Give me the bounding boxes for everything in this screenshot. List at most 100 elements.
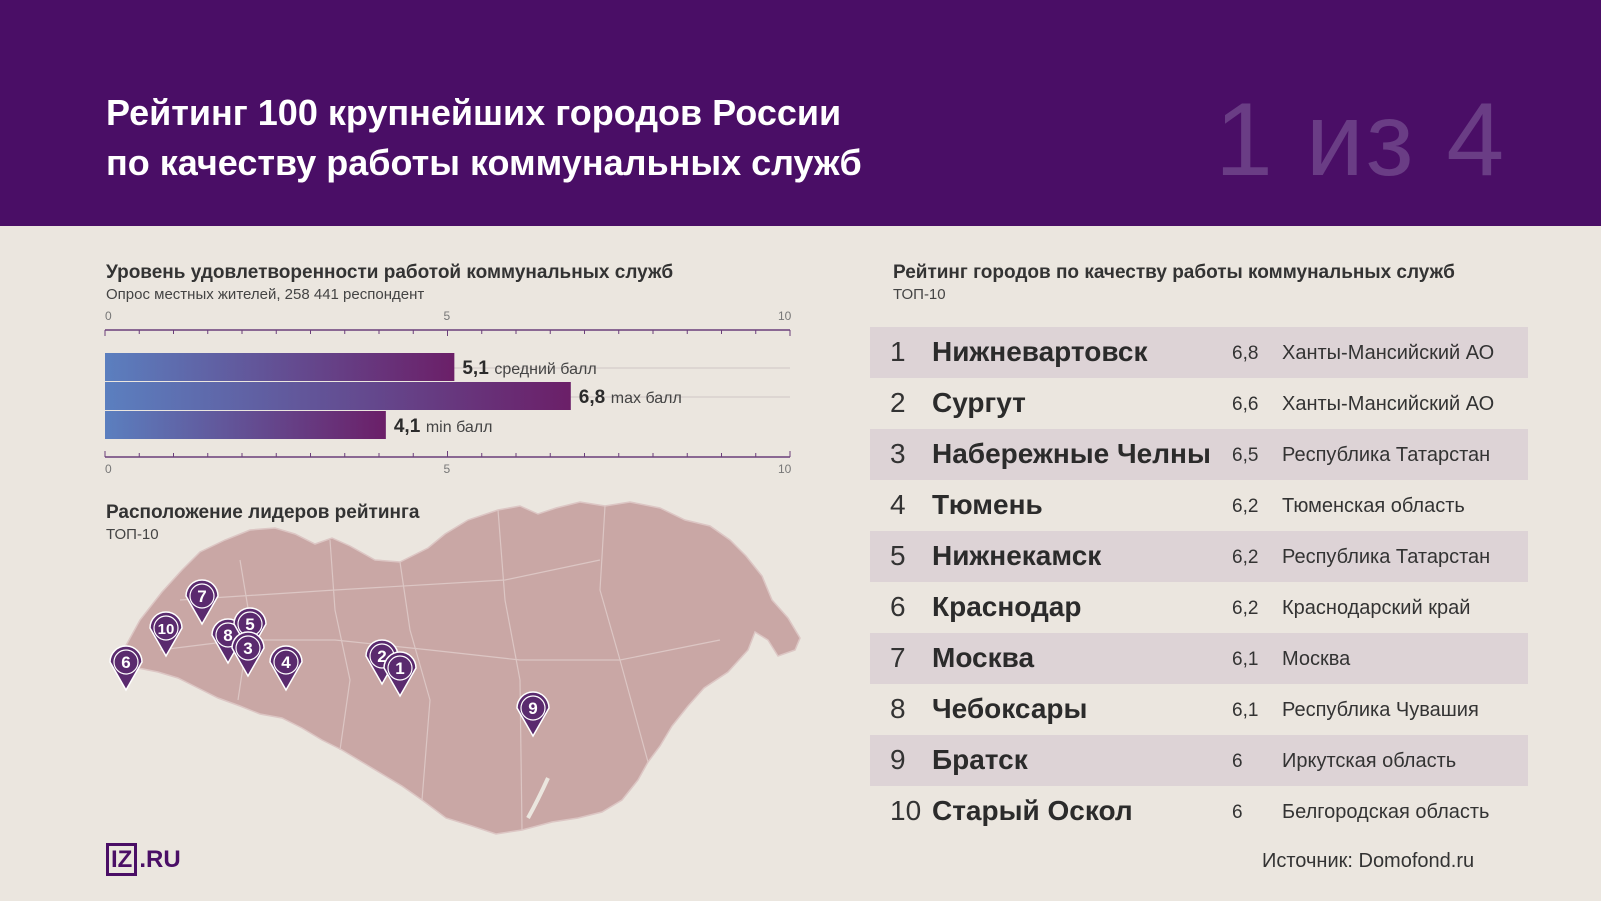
map-pin-icon <box>233 607 267 654</box>
bar-value-label: 6,8 <box>579 387 605 408</box>
map-pin-icon <box>185 579 219 626</box>
city-name: Нижневартовск <box>932 336 1148 367</box>
city-score: 6,2 <box>1232 547 1259 568</box>
city-name: Старый Оскол <box>932 795 1133 826</box>
city-region: Иркутская область <box>1282 750 1457 772</box>
map-pin-ring <box>273 649 299 675</box>
tick-label-bottom: 5 <box>444 462 451 476</box>
map-pin-icon <box>109 645 143 692</box>
city-region: Краснодарский край <box>1282 597 1471 619</box>
bar <box>105 382 571 410</box>
city-region: Белгородская область <box>1282 801 1490 823</box>
russia-landmass <box>116 501 801 835</box>
city-name: Тюмень <box>932 489 1043 520</box>
bar-category-label: средний балл <box>494 361 596 378</box>
table-row: 10 Старый Оскол 6 Белгородская область <box>870 786 1528 837</box>
city-name: Москва <box>932 642 1035 673</box>
city-score: 6,1 <box>1232 649 1259 670</box>
tick-label-top: 5 <box>444 310 451 323</box>
bar-value-label: 4,1 <box>394 416 421 437</box>
map-marker-label: 6 <box>121 653 130 672</box>
satisfaction-title: Уровень удовлетворенности работой коммун… <box>106 262 674 283</box>
map-marker-label: 8 <box>223 626 232 645</box>
city-name: Набережные Челны <box>932 438 1211 469</box>
map-marker: 4 <box>269 645 303 692</box>
rank-number: 6 <box>890 591 906 622</box>
title-line-1: Рейтинг 100 крупнейших городов России <box>106 92 842 133</box>
city-score: 6,5 <box>1232 445 1259 466</box>
city-score: 6,2 <box>1232 598 1259 619</box>
rank-number: 9 <box>890 744 906 775</box>
satisfaction-subtitle: Опрос местных жителей, 258 441 респонден… <box>106 286 425 303</box>
table-row: 6 Краснодар 6,2 Краснодарский край <box>870 582 1528 633</box>
map-pin-ring <box>520 695 546 721</box>
map-marker: 3 <box>231 631 265 678</box>
map-markers: 6 10 7 85 3 4 21 9 <box>109 579 550 738</box>
rank-number: 2 <box>890 387 906 418</box>
bar-value-label: 5,1 <box>462 358 489 379</box>
logo-box-text: IZ <box>106 843 138 876</box>
city-region: Ханты-Мансийский АО <box>1282 342 1495 364</box>
city-name: Краснодар <box>932 591 1082 622</box>
tick-label-bottom: 0 <box>105 462 112 476</box>
map-marker: 7 <box>185 579 219 626</box>
page-title: Рейтинг 100 крупнейших городов России по… <box>106 88 862 188</box>
map-pin-ring <box>387 655 413 681</box>
map-marker-label: 4 <box>281 653 291 672</box>
city-region: Республика Татарстан <box>1282 444 1491 466</box>
map-marker-label: 7 <box>197 587 206 606</box>
city-score: 6,1 <box>1232 700 1259 721</box>
rank-number: 4 <box>890 489 906 520</box>
ranking-subtitle: ТОП-10 <box>893 286 946 303</box>
map-marker: 1 <box>383 651 417 698</box>
rank-number: 10 <box>890 795 922 826</box>
map-pin-icon <box>149 611 183 658</box>
table-row: 1 Нижневартовск 6,8 Ханты-Мансийский АО <box>870 327 1528 378</box>
city-region: Республика Татарстан <box>1282 546 1491 568</box>
map-marker: 6 <box>109 645 143 692</box>
rank-number: 3 <box>890 438 906 469</box>
map-pin-ring <box>153 615 179 641</box>
map-pin-icon <box>516 691 550 738</box>
tick-label-bottom: 10 <box>778 462 792 476</box>
map-marker-label: 10 <box>158 621 175 638</box>
tick-label-top: 10 <box>778 310 792 323</box>
iz-logo: IZ .RU <box>106 843 181 876</box>
table-row: 9 Братск 6 Иркутская область <box>870 735 1528 786</box>
logo-suffix-text: .RU <box>139 846 181 873</box>
map-marker-label: 9 <box>528 699 537 718</box>
table-row: 3 Набережные Челны 6,5 Республика Татарстан <box>870 429 1528 480</box>
map-pin-ring <box>189 583 215 609</box>
table-row: 2 Сургут 6,6 Ханты-Мансийский АО <box>870 378 1528 429</box>
city-score: 6,8 <box>1232 343 1259 364</box>
tick-label-top: 0 <box>105 310 112 323</box>
header: Рейтинг 100 крупнейших городов России по… <box>0 0 1601 226</box>
city-region: Москва <box>1282 648 1351 670</box>
rank-number: 7 <box>890 642 906 673</box>
map-marker-label: 2 <box>377 647 386 666</box>
city-region: Ханты-Мансийский АО <box>1282 393 1495 415</box>
map-title: Расположение лидеров рейтинга <box>106 502 420 523</box>
map-marker: 9 <box>516 691 550 738</box>
rank-number: 8 <box>890 693 906 724</box>
city-name: Нижнекамск <box>932 540 1102 571</box>
map-pin-icon <box>231 631 265 678</box>
map-pin-ring <box>113 649 139 675</box>
bar <box>105 353 455 381</box>
map-marker-label: 1 <box>395 659 404 678</box>
table-row: 5 Нижнекамск 6,2 Республика Татарстан <box>870 531 1528 582</box>
bar <box>105 411 386 439</box>
ranking-table: 1 Нижневартовск 6,8 Ханты-Мансийский АО 2 Сур… <box>870 327 1528 837</box>
bar-category-label: min балл <box>426 419 493 436</box>
table-row: 7 Москва 6,1 Москва <box>870 633 1528 684</box>
lake-baikal <box>526 777 550 819</box>
map-pin-icon <box>269 645 303 692</box>
city-name: Сургут <box>932 387 1026 418</box>
map-pin-ring <box>235 635 261 661</box>
map-marker-label: 3 <box>243 639 252 658</box>
city-name: Чебоксары <box>932 693 1088 724</box>
rank-number: 1 <box>890 336 906 367</box>
city-region: Республика Чувашия <box>1282 699 1479 721</box>
bar-category-label: max балл <box>611 390 682 407</box>
page-counter: 1 из 4 <box>1215 82 1507 198</box>
